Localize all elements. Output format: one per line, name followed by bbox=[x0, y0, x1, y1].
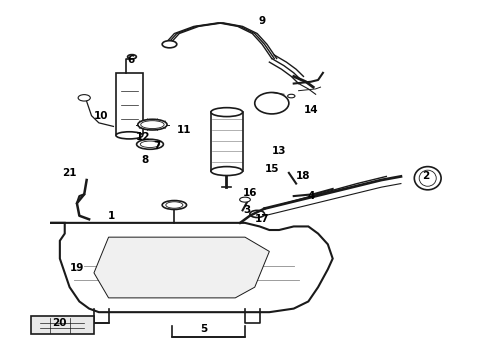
Text: 9: 9 bbox=[259, 16, 266, 26]
Ellipse shape bbox=[162, 41, 177, 48]
Text: 20: 20 bbox=[52, 318, 67, 328]
Text: 8: 8 bbox=[142, 156, 149, 165]
Text: 3: 3 bbox=[244, 205, 251, 215]
Text: 16: 16 bbox=[243, 188, 257, 198]
Ellipse shape bbox=[255, 93, 289, 114]
Text: 1: 1 bbox=[107, 211, 115, 221]
Text: 12: 12 bbox=[135, 132, 150, 142]
Text: 19: 19 bbox=[70, 262, 84, 273]
Ellipse shape bbox=[162, 201, 187, 210]
Ellipse shape bbox=[127, 55, 136, 59]
Text: 11: 11 bbox=[177, 125, 192, 135]
Text: 13: 13 bbox=[272, 147, 286, 157]
Text: 15: 15 bbox=[265, 164, 279, 174]
Text: 21: 21 bbox=[62, 168, 77, 178]
Text: 14: 14 bbox=[303, 105, 318, 115]
Ellipse shape bbox=[211, 108, 243, 117]
Bar bbox=[211, 112, 243, 171]
Polygon shape bbox=[94, 237, 270, 298]
Ellipse shape bbox=[137, 139, 163, 149]
Ellipse shape bbox=[415, 167, 441, 190]
Polygon shape bbox=[50, 223, 333, 312]
Text: 6: 6 bbox=[127, 55, 134, 65]
Ellipse shape bbox=[288, 94, 295, 98]
Text: 17: 17 bbox=[255, 214, 270, 224]
Ellipse shape bbox=[78, 95, 90, 101]
Ellipse shape bbox=[211, 167, 243, 176]
Text: 7: 7 bbox=[153, 141, 161, 151]
Ellipse shape bbox=[138, 119, 167, 130]
Text: 2: 2 bbox=[422, 171, 429, 181]
Ellipse shape bbox=[116, 132, 143, 139]
Text: 4: 4 bbox=[307, 191, 315, 201]
Bar bbox=[116, 73, 143, 134]
Text: 18: 18 bbox=[296, 171, 311, 181]
Text: 5: 5 bbox=[200, 324, 207, 334]
Polygon shape bbox=[30, 316, 94, 334]
Text: 10: 10 bbox=[94, 111, 108, 121]
Ellipse shape bbox=[240, 197, 250, 202]
